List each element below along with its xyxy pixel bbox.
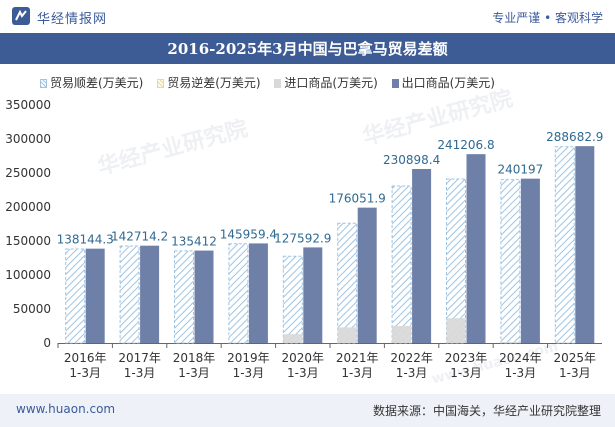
data-label: 142714.2: [111, 230, 168, 244]
data-label: 240197: [497, 163, 543, 177]
chart-plot: 0 50000 100000 150000 200000 250000 300000 3500…: [5, 98, 603, 380]
data-label: 241206.8: [437, 138, 494, 152]
bar-surplus: [337, 222, 358, 344]
y-tick-label: 100000: [5, 268, 51, 282]
y-tick-label: 0: [43, 336, 51, 350]
legend-item-export: 出口商品(万美元): [391, 74, 495, 91]
x-tick-label: 2024年: [499, 351, 542, 365]
bar-import: [500, 341, 520, 343]
x-tick-label: 1-3月: [505, 366, 537, 380]
legend-label-import: 进口商品(万美元): [284, 76, 378, 90]
footer-site: www.huaon.com: [16, 402, 116, 416]
bar-surplus: [500, 179, 521, 344]
x-tick-label: 2016年: [64, 351, 107, 365]
tagline: 专业严谨 • 客观科学: [492, 11, 603, 25]
y-tick-label: 300000: [5, 132, 51, 146]
bar-surplus: [282, 255, 303, 344]
x-tick-label: 2018年: [173, 351, 216, 365]
x-tick-label: 1-3月: [450, 366, 482, 380]
data-label: 145959.4: [220, 227, 277, 241]
data-label: 138144.3: [57, 233, 114, 247]
data-label: 230898.4: [383, 153, 440, 167]
data-label: 135412: [171, 235, 217, 249]
data-label: 288682.9: [546, 130, 603, 144]
x-tick-label: 1-3月: [178, 366, 210, 380]
x-tick-label: 2020年: [282, 351, 325, 365]
legend-label-surplus: 贸易顺差(万美元): [50, 76, 144, 90]
x-tick-label: 1-3月: [396, 366, 428, 380]
x-tick-label: 1-3月: [233, 366, 265, 380]
legend-label-deficit: 贸易逆差(万美元): [167, 76, 261, 90]
bar-surplus: [228, 243, 249, 344]
bar-export: [248, 243, 268, 343]
x-tick-label: 1-3月: [287, 366, 319, 380]
x-tick-label: 1-3月: [124, 366, 156, 380]
bar-surplus: [554, 146, 575, 344]
legend-swatch-import: [274, 79, 282, 88]
huajing-logo-icon: [12, 7, 30, 25]
bar-export: [412, 168, 432, 343]
chart-title: 2016-2025年3月中国与巴拿马贸易差额: [167, 40, 448, 58]
legend-swatch-surplus: [40, 79, 47, 88]
data-label: 127592.9: [274, 231, 331, 245]
bar-import: [446, 318, 466, 343]
bar-export: [140, 245, 160, 343]
x-tick-label: 1-3月: [341, 366, 373, 380]
footer-source: 数据来源：中国海关，华经产业研究院整理: [372, 404, 601, 418]
legend-item-surplus: 贸易顺差(万美元): [40, 74, 143, 91]
x-tick-label: 2017年: [118, 351, 161, 365]
bar-export: [85, 248, 105, 343]
bar-import: [392, 326, 412, 343]
top-bar: 华经情报网 专业严谨 • 客观科学: [0, 0, 615, 33]
footer: www.huaon.com 数据来源：中国海关，华经产业研究院整理: [0, 394, 615, 427]
legend-item-deficit: 贸易逆差(万美元): [157, 74, 261, 91]
data-label: 176051.9: [329, 192, 386, 206]
legend-swatch-export: [391, 79, 399, 88]
legend: 贸易顺差(万美元) 贸易逆差(万美元) 进口商品(万美元) 出口商品(万美元): [40, 74, 505, 92]
x-tick-label: 2021年: [336, 351, 379, 365]
bar-surplus: [391, 185, 412, 344]
x-tick-label: 1-3月: [559, 366, 591, 380]
bar-import: [283, 334, 303, 343]
bar-import: [555, 342, 575, 343]
bar-surplus: [174, 250, 194, 344]
y-tick-label: 250000: [5, 166, 51, 180]
y-tick-label: 350000: [5, 98, 51, 112]
bar-surplus: [119, 245, 140, 344]
bar-surplus: [65, 248, 86, 344]
x-tick-label: 2022年: [390, 351, 433, 365]
bar-export: [520, 178, 540, 343]
x-tick-label: 1-3月: [69, 366, 101, 380]
y-tick-label: 200000: [5, 200, 51, 214]
bar-export: [575, 146, 595, 343]
brand-name: 华经情报网: [37, 12, 108, 27]
bar-import: [337, 327, 357, 343]
legend-item-import: 进口商品(万美元): [274, 74, 378, 91]
bar-export: [194, 250, 214, 343]
title-bar: 2016-2025年3月中国与巴拿马贸易差额: [0, 33, 615, 64]
legend-swatch-deficit: [157, 79, 165, 88]
y-tick-label: 150000: [5, 234, 51, 248]
x-tick-label: 2019年: [227, 351, 270, 365]
x-tick-label: 2023年: [445, 351, 488, 365]
x-tick-label: 2025年: [554, 351, 597, 365]
bar-export: [466, 154, 486, 343]
bar-export: [303, 247, 323, 343]
legend-label-export: 出口商品(万美元): [401, 76, 495, 90]
bar-export: [357, 207, 377, 343]
y-tick-label: 50000: [13, 302, 51, 316]
